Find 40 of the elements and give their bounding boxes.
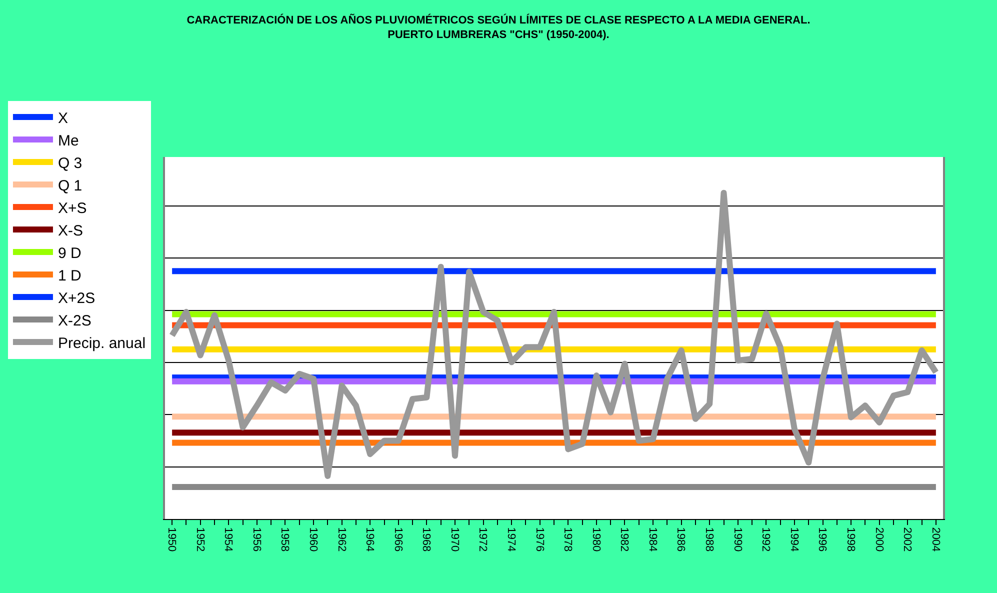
x-tick-label: 1950: [165, 527, 178, 552]
legend-label: Q 1: [58, 177, 82, 194]
legend-label: Precip. anual: [58, 334, 146, 352]
chart-title: CARACTERIZACIÓN DE LOS AÑOS PLUVIOMÉTRICOS SEGÚN LÍMITES DE CLASE RESPECTO A LA MEDIA GENERAL. PUERTO LUMBRERAS "CHS" (1950-2004).: [186, 14, 810, 42]
x-tick-label: 1958: [278, 527, 291, 552]
x-tick-label: 2004: [929, 527, 942, 552]
x-tick-label: 1982: [618, 527, 630, 552]
legend-label: 9 D: [58, 244, 82, 262]
x-tick-label: 1980: [590, 527, 602, 552]
x-tick-label: 1974: [504, 527, 517, 552]
legend-label: X-2S: [58, 312, 92, 330]
x-tick-label: 2000: [872, 527, 885, 552]
x-tick-label: 1970: [448, 527, 460, 552]
x-tick-label: 1976: [533, 527, 546, 552]
legend-label: X+S: [58, 200, 87, 217]
x-tick-label: 1956: [250, 527, 262, 552]
x-tick-label: 1954: [222, 527, 234, 552]
x-tick-label: 1978: [562, 527, 574, 552]
x-tick-label: 1996: [816, 527, 828, 552]
x-tick-label: 1998: [844, 527, 856, 552]
x-tick-label: 1984: [646, 527, 658, 552]
x-tick-label: 1992: [760, 527, 772, 552]
x-tick-label: 1960: [306, 527, 319, 552]
x-tick-label: 1986: [674, 527, 687, 552]
legend-label: Me: [58, 132, 79, 150]
x-tick-label: 1964: [364, 527, 376, 552]
x-tick-label: 1962: [335, 527, 348, 552]
x-tick-label: 2002: [901, 527, 914, 552]
x-tick-label: 1966: [392, 527, 404, 552]
legend-label: X+2S: [58, 290, 96, 307]
legend-label: X: [58, 110, 68, 127]
legend-label: X-S: [58, 222, 83, 240]
x-tick-label: 1994: [788, 527, 800, 552]
x-tick-label: 1990: [731, 527, 744, 552]
x-tick-label: 1988: [703, 527, 716, 552]
legend-label: Q 3: [58, 154, 82, 172]
x-tick-label: 1972: [476, 527, 489, 552]
x-tick-label: 1952: [194, 527, 206, 552]
legend-label: 1 D: [58, 267, 82, 284]
x-tick-label: 1968: [420, 527, 432, 552]
